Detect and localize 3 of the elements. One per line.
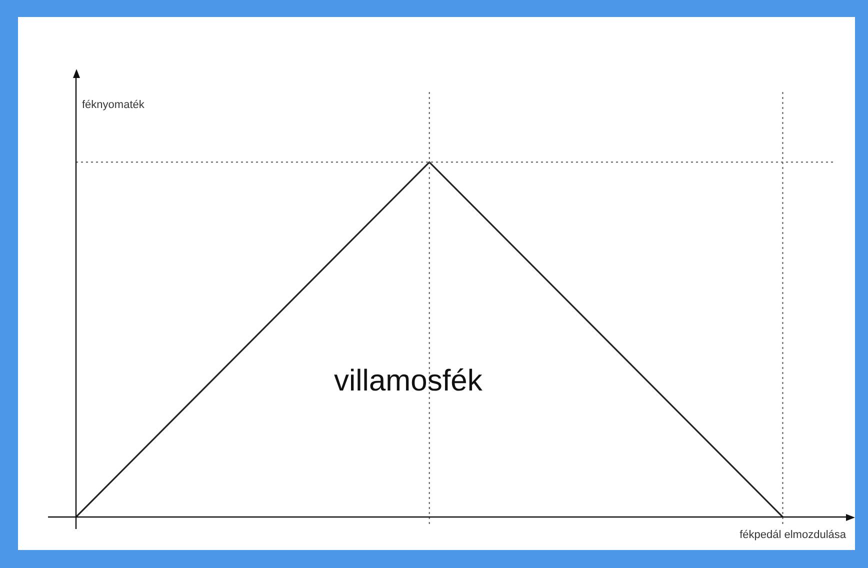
x-axis-title: fékpedál elmozdulása bbox=[740, 529, 847, 542]
y-axis-title: féknyomaték bbox=[82, 99, 145, 112]
annotation: villamosfék bbox=[334, 364, 484, 398]
